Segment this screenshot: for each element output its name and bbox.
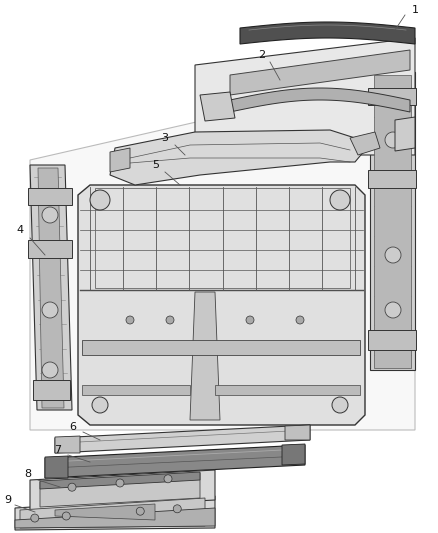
Polygon shape bbox=[20, 498, 205, 528]
Polygon shape bbox=[38, 168, 64, 408]
Polygon shape bbox=[368, 88, 416, 105]
Text: 9: 9 bbox=[4, 495, 11, 505]
Polygon shape bbox=[82, 385, 190, 395]
Polygon shape bbox=[28, 240, 72, 258]
Circle shape bbox=[116, 479, 124, 487]
Polygon shape bbox=[30, 72, 415, 430]
Polygon shape bbox=[215, 385, 360, 395]
Circle shape bbox=[136, 507, 144, 515]
Polygon shape bbox=[282, 444, 305, 465]
Polygon shape bbox=[15, 496, 215, 530]
Circle shape bbox=[42, 207, 58, 223]
Text: 3: 3 bbox=[162, 133, 169, 143]
Circle shape bbox=[90, 190, 110, 210]
Polygon shape bbox=[230, 50, 410, 95]
Circle shape bbox=[42, 302, 58, 318]
Polygon shape bbox=[55, 504, 155, 520]
Polygon shape bbox=[110, 148, 130, 172]
Text: 1: 1 bbox=[411, 5, 418, 15]
Circle shape bbox=[173, 505, 181, 513]
Circle shape bbox=[166, 316, 174, 324]
Polygon shape bbox=[195, 38, 415, 155]
Polygon shape bbox=[28, 188, 72, 205]
Text: 2: 2 bbox=[258, 50, 265, 60]
Polygon shape bbox=[110, 130, 365, 185]
Polygon shape bbox=[15, 508, 215, 528]
Polygon shape bbox=[40, 473, 200, 507]
Polygon shape bbox=[395, 117, 415, 151]
Circle shape bbox=[330, 190, 350, 210]
Circle shape bbox=[385, 302, 401, 318]
Circle shape bbox=[68, 483, 76, 491]
Circle shape bbox=[126, 316, 134, 324]
Circle shape bbox=[31, 514, 39, 522]
Circle shape bbox=[296, 316, 304, 324]
Circle shape bbox=[246, 316, 254, 324]
Polygon shape bbox=[374, 75, 411, 368]
Circle shape bbox=[42, 362, 58, 378]
Polygon shape bbox=[285, 425, 310, 440]
Circle shape bbox=[92, 397, 108, 413]
Polygon shape bbox=[350, 132, 380, 155]
Polygon shape bbox=[55, 436, 80, 453]
Polygon shape bbox=[45, 456, 68, 478]
Polygon shape bbox=[240, 22, 415, 44]
Polygon shape bbox=[82, 340, 360, 355]
Circle shape bbox=[332, 397, 348, 413]
Polygon shape bbox=[45, 445, 305, 478]
Polygon shape bbox=[190, 292, 220, 420]
Polygon shape bbox=[78, 185, 365, 425]
Polygon shape bbox=[55, 425, 310, 453]
Polygon shape bbox=[370, 72, 415, 370]
Text: 6: 6 bbox=[70, 422, 77, 432]
Text: 8: 8 bbox=[25, 469, 32, 479]
Text: 5: 5 bbox=[152, 160, 159, 170]
Text: 7: 7 bbox=[54, 445, 62, 455]
Circle shape bbox=[385, 247, 401, 263]
Circle shape bbox=[385, 132, 401, 148]
Polygon shape bbox=[33, 380, 70, 400]
Circle shape bbox=[164, 475, 172, 483]
Polygon shape bbox=[368, 330, 416, 350]
Polygon shape bbox=[368, 170, 416, 188]
Polygon shape bbox=[40, 472, 200, 489]
Polygon shape bbox=[200, 92, 235, 121]
Text: 4: 4 bbox=[17, 225, 24, 235]
Polygon shape bbox=[230, 88, 410, 112]
Polygon shape bbox=[30, 165, 72, 410]
Circle shape bbox=[62, 512, 70, 520]
Polygon shape bbox=[30, 470, 215, 510]
